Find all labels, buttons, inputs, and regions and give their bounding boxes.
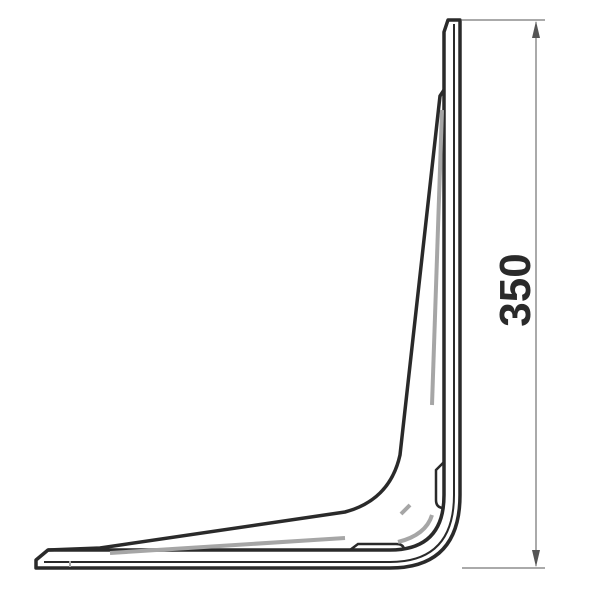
bracket-edge-inner-line — [44, 24, 455, 563]
inner-line-vertical — [430, 109, 444, 406]
dimension-value: 350 — [491, 253, 540, 326]
bracket-outer-profile — [34, 18, 462, 570]
dimension-arrow-top — [532, 21, 540, 38]
inner-line-horizontal — [109, 536, 346, 555]
corner-pad-horizontal — [349, 542, 406, 551]
inner-line-corner-dash — [399, 503, 412, 516]
corner-pad-vertical — [434, 461, 445, 510]
inner-line-corner-arc — [397, 514, 434, 544]
dimension-arrow-bottom — [532, 550, 540, 567]
bracket-gusset-rib — [47, 89, 446, 552]
